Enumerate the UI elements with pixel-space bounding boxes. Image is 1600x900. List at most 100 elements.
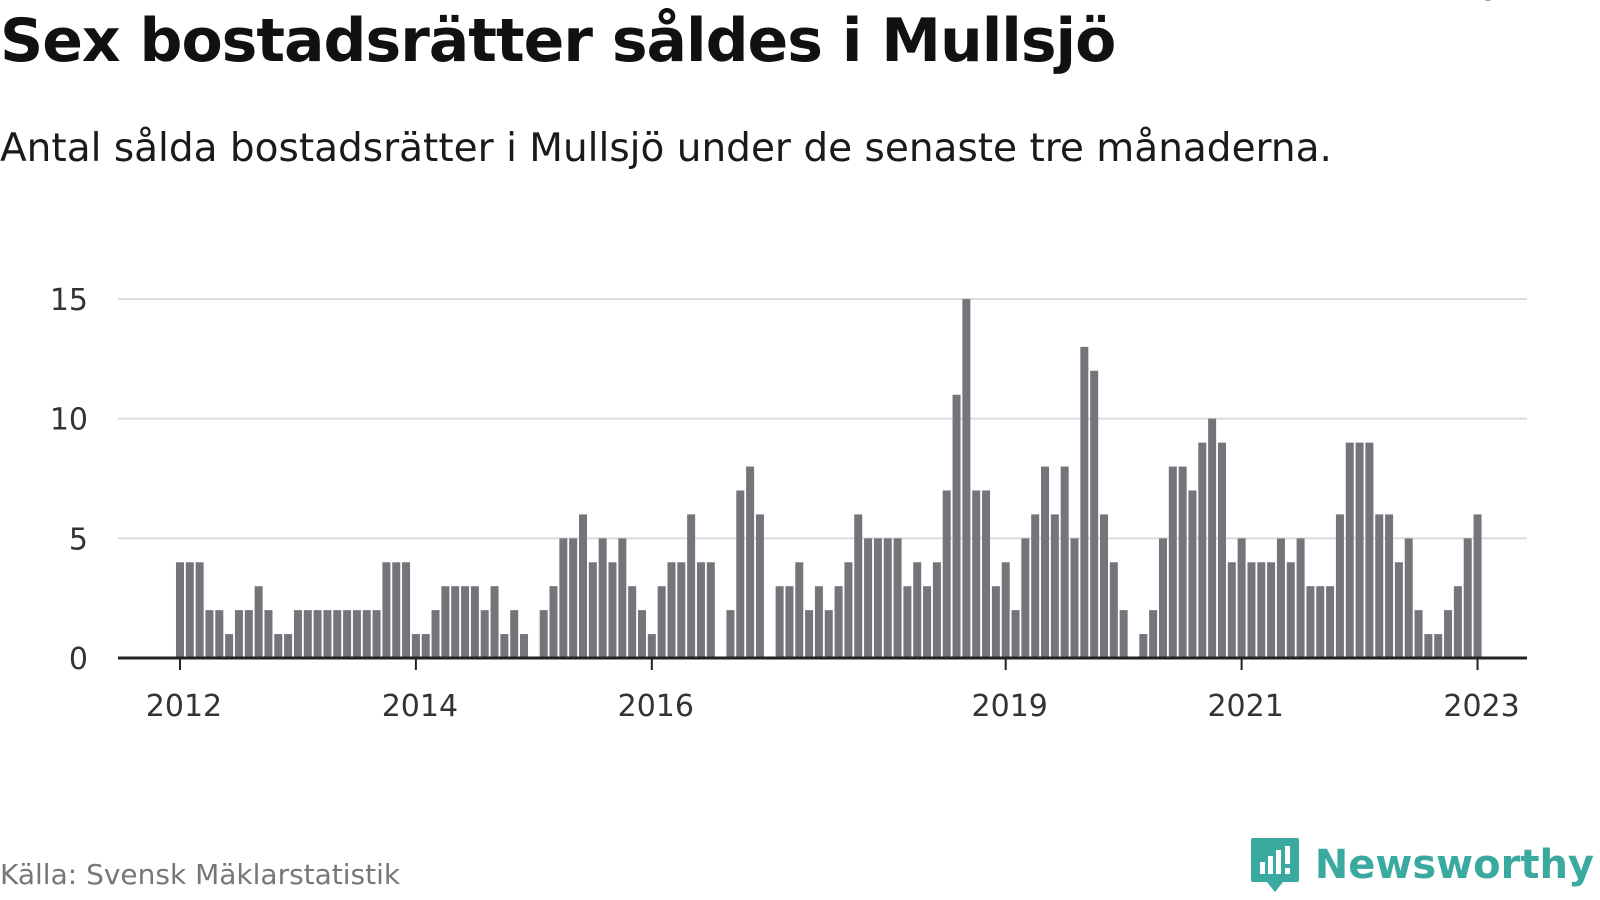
bar: [392, 562, 401, 658]
brand-name: Newsworthy: [1314, 842, 1594, 888]
bar: [579, 514, 588, 658]
x-tick-label: 2021: [1207, 689, 1283, 724]
bar: [726, 610, 735, 658]
bar: [677, 562, 686, 658]
bar: [1276, 538, 1285, 658]
bar: [972, 490, 981, 658]
bar: [1335, 514, 1344, 658]
bar: [1109, 562, 1118, 658]
bar: [313, 610, 322, 658]
y-tick-label: 15: [50, 283, 88, 318]
bar: [932, 562, 941, 658]
bar: [264, 610, 273, 658]
bar: [1178, 466, 1187, 658]
bar: [736, 490, 745, 658]
bar: [1021, 538, 1030, 658]
bar: [824, 610, 833, 658]
bar: [1453, 586, 1462, 658]
bar: [1188, 490, 1197, 658]
bar: [1355, 442, 1364, 658]
bar: [1385, 514, 1394, 658]
y-tick-label: 0: [69, 642, 88, 677]
bar: [1414, 610, 1423, 658]
source-note: Källa: Svensk Mäklarstatistik: [0, 858, 401, 891]
bar: [1306, 586, 1315, 658]
bar: [1158, 538, 1167, 658]
bar: [1060, 466, 1069, 658]
tick-labels: 0 5 10 15 2012 2014 2016 2019 2021 2023 6: [50, 0, 1520, 724]
bar: [982, 490, 991, 658]
bar: [1404, 538, 1413, 658]
bar: [913, 562, 922, 658]
bar-chart: 0 5 10 15 2012 2014 2016 2019 2021 2023 6: [50, 0, 1527, 724]
bar: [461, 586, 470, 658]
brand[interactable]: Newsworthy: [1249, 836, 1594, 894]
bar: [962, 299, 971, 658]
bar: [382, 562, 391, 658]
bar: [1434, 634, 1443, 658]
bar: [1090, 370, 1099, 658]
bar: [490, 586, 499, 658]
bar: [362, 610, 371, 658]
bar: [1149, 610, 1158, 658]
bar: [942, 490, 951, 658]
y-tick-label: 5: [69, 522, 88, 557]
bar: [225, 634, 234, 658]
bar: [588, 562, 597, 658]
bar: [1139, 634, 1148, 658]
bar: [411, 634, 420, 658]
bar: [254, 586, 263, 658]
bar: [864, 538, 873, 658]
bar: [500, 634, 509, 658]
bar: [608, 562, 617, 658]
bar: [441, 586, 450, 658]
bar: [952, 394, 961, 658]
bar: [657, 586, 666, 658]
bar: [893, 538, 902, 658]
x-tick-label: 2012: [146, 689, 222, 724]
bar: [706, 562, 715, 658]
x-tick-label: 2019: [972, 689, 1048, 724]
chart-subtitle: Antal sålda bostadsrätter i Mullsjö unde…: [0, 126, 1332, 171]
bar: [834, 586, 843, 658]
bar: [991, 586, 1000, 658]
x-tick-label: 2016: [618, 689, 694, 724]
y-tick-label: 10: [50, 403, 88, 438]
bar: [480, 610, 489, 658]
bar: [903, 586, 912, 658]
bar: [1267, 562, 1276, 658]
bar: [205, 610, 214, 658]
x-tick-label: 2014: [382, 689, 458, 724]
bar: [451, 586, 460, 658]
bar: [1198, 442, 1207, 658]
newsworthy-logo-icon: [1250, 838, 1299, 892]
bar: [1257, 562, 1266, 658]
bar: [539, 610, 548, 658]
bar: [569, 538, 578, 658]
bar: [1345, 442, 1354, 658]
bar: [1100, 514, 1108, 658]
bar: [1080, 346, 1089, 658]
bar: [402, 562, 411, 658]
bar: [1001, 562, 1010, 658]
bars: [175, 299, 1482, 658]
bar: [1237, 538, 1246, 658]
bar: [785, 586, 794, 658]
bar: [755, 514, 764, 658]
bar: [775, 586, 784, 658]
bar: [873, 538, 882, 658]
bar: [687, 514, 696, 658]
bar: [1375, 514, 1384, 658]
bar: [185, 562, 194, 658]
bar: [215, 610, 224, 658]
bar: [1473, 514, 1482, 658]
bar: [1168, 466, 1177, 658]
bar: [510, 610, 519, 658]
bar: [274, 634, 283, 658]
bar: [520, 634, 529, 658]
bar: [421, 634, 430, 658]
bar: [805, 610, 814, 658]
bar: [1286, 562, 1295, 658]
bar: [1070, 538, 1079, 658]
bar: [352, 610, 361, 658]
